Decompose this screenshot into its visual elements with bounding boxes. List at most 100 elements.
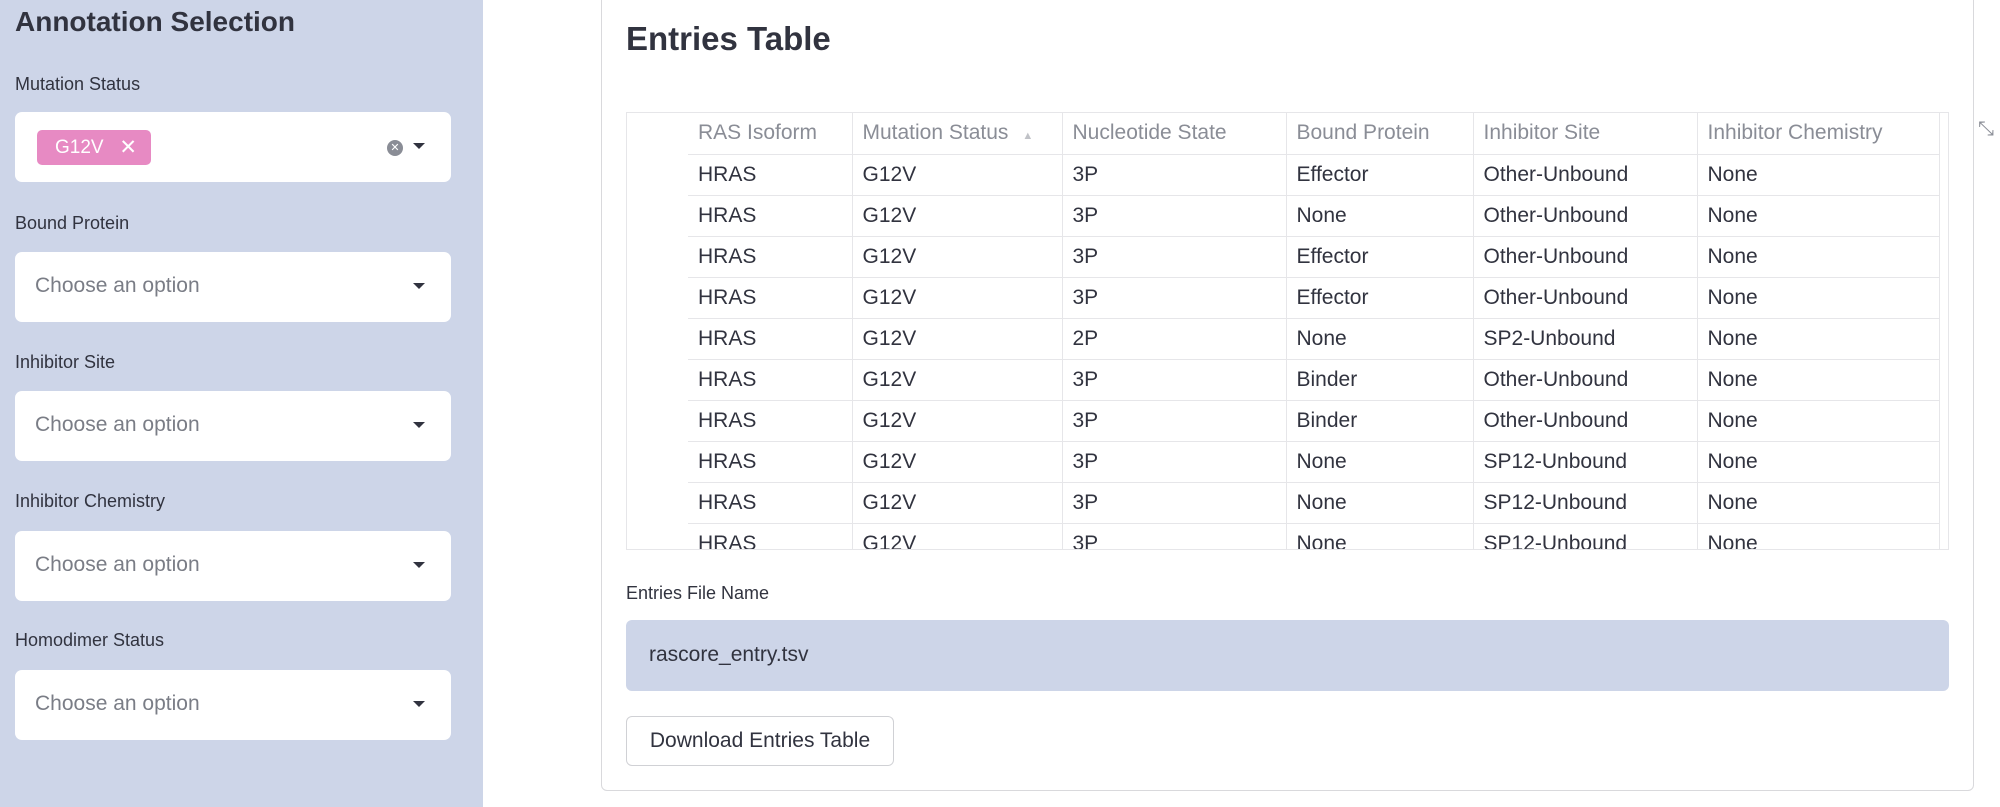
chevron-down-icon[interactable]	[413, 283, 425, 289]
column-header[interactable]: Inhibitor Chemistry	[1697, 113, 1940, 155]
table-cell[interactable]: G12V	[852, 154, 1063, 196]
sort-asc-icon: ▲	[1022, 130, 1034, 143]
table-cell[interactable]: HRAS	[688, 400, 853, 442]
inhibitor-chemistry-select[interactable]: Choose an option	[15, 531, 451, 601]
homodimer-status-select[interactable]: Choose an option	[15, 670, 451, 740]
column-header[interactable]: Nucleotide State	[1062, 113, 1287, 155]
chevron-down-icon[interactable]	[413, 701, 425, 707]
table-cell[interactable]: HRAS	[688, 236, 853, 278]
table-cell[interactable]: G12V	[852, 195, 1063, 237]
table-row[interactable]: HRAS G12V 3P None Other-Unbound None	[688, 195, 1940, 237]
table-cell[interactable]: Effector	[1286, 277, 1474, 319]
table-cell[interactable]: None	[1697, 400, 1940, 442]
table-cell[interactable]: Other-Unbound	[1473, 195, 1698, 237]
clear-all-icon[interactable]: ✕	[387, 140, 403, 156]
table-cell[interactable]: Other-Unbound	[1473, 277, 1698, 319]
table-row[interactable]: HRAS G12V 3P Binder Other-Unbound None	[688, 400, 1940, 442]
table-cell[interactable]: 3P	[1062, 441, 1287, 483]
column-header-label: Nucleotide State	[1072, 121, 1227, 145]
table-row[interactable]: HRAS G12V 3P Effector Other-Unbound None	[688, 236, 1940, 278]
table-cell[interactable]: 3P	[1062, 523, 1287, 549]
table-row[interactable]: HRAS G12V 2P None SP2-Unbound None	[688, 318, 1940, 360]
table-cell[interactable]: None	[1697, 318, 1940, 360]
table-cell[interactable]: None	[1697, 277, 1940, 319]
placeholder: Choose an option	[35, 553, 200, 576]
table-cell[interactable]: HRAS	[688, 277, 853, 319]
table-cell[interactable]: None	[1697, 195, 1940, 237]
table-cell[interactable]: SP12-Unbound	[1473, 482, 1698, 524]
table-row[interactable]: HRAS G12V 3P None SP12-Unbound None	[688, 441, 1940, 483]
table-cell[interactable]: HRAS	[688, 359, 853, 401]
column-header-label: Inhibitor Chemistry	[1707, 121, 1883, 145]
table-cell[interactable]: 3P	[1062, 400, 1287, 442]
table-cell[interactable]: G12V	[852, 277, 1063, 319]
bound-protein-select[interactable]: Choose an option	[15, 252, 451, 322]
table-cell[interactable]: 3P	[1062, 359, 1287, 401]
table-cell[interactable]: None	[1697, 523, 1940, 549]
inhibitor-site-select[interactable]: Choose an option	[15, 391, 451, 461]
table-row[interactable]: HRAS G12V 3P None SP12-Unbound None	[688, 523, 1940, 549]
placeholder: Choose an option	[35, 413, 200, 436]
table-cell[interactable]: Other-Unbound	[1473, 359, 1698, 401]
chevron-down-icon[interactable]	[413, 562, 425, 568]
data-grid: RAS Isoform Mutation Status ▲ Nucleotide St…	[688, 113, 1940, 549]
table-cell[interactable]: G12V	[852, 482, 1063, 524]
table-cell[interactable]: None	[1286, 441, 1474, 483]
table-cell[interactable]: G12V	[852, 400, 1063, 442]
table-cell[interactable]: Effector	[1286, 154, 1474, 196]
entries-table[interactable]: RAS Isoform Mutation Status ▲ Nucleotide St…	[626, 112, 1949, 550]
table-cell[interactable]: HRAS	[688, 154, 853, 196]
table-cell[interactable]: 3P	[1062, 277, 1287, 319]
table-cell[interactable]: HRAS	[688, 195, 853, 237]
table-cell[interactable]: None	[1697, 154, 1940, 196]
table-cell[interactable]: None	[1697, 236, 1940, 278]
file-name-input[interactable]: rascore_entry.tsv	[626, 620, 1949, 691]
table-cell[interactable]: 3P	[1062, 482, 1287, 524]
table-cell[interactable]: HRAS	[688, 441, 853, 483]
column-header[interactable]: Mutation Status ▲	[852, 113, 1063, 155]
chevron-down-icon[interactable]	[413, 143, 425, 149]
table-row[interactable]: HRAS G12V 3P Effector Other-Unbound None	[688, 154, 1940, 196]
table-cell[interactable]: None	[1286, 195, 1474, 237]
table-cell[interactable]: Effector	[1286, 236, 1474, 278]
table-row[interactable]: HRAS G12V 3P None SP12-Unbound None	[688, 482, 1940, 524]
table-cell[interactable]: Other-Unbound	[1473, 400, 1698, 442]
table-cell[interactable]: SP2-Unbound	[1473, 318, 1698, 360]
fullscreen-icon[interactable]: ⤡	[1978, 118, 1994, 140]
table-cell[interactable]: 2P	[1062, 318, 1287, 360]
table-cell[interactable]: HRAS	[688, 318, 853, 360]
table-cell[interactable]: None	[1697, 441, 1940, 483]
table-cell[interactable]: 3P	[1062, 154, 1287, 196]
header-row: RAS Isoform Mutation Status ▲ Nucleotide St…	[688, 113, 1940, 155]
mutation-status-select[interactable]: G12V ✕ ✕	[15, 112, 451, 182]
column-header[interactable]: RAS Isoform	[688, 113, 853, 155]
table-row[interactable]: HRAS G12V 3P Effector Other-Unbound None	[688, 277, 1940, 319]
table-cell[interactable]: G12V	[852, 236, 1063, 278]
table-cell[interactable]: SP12-Unbound	[1473, 523, 1698, 549]
table-cell[interactable]: HRAS	[688, 482, 853, 524]
table-cell[interactable]: SP12-Unbound	[1473, 441, 1698, 483]
table-cell[interactable]: Other-Unbound	[1473, 236, 1698, 278]
download-button[interactable]: Download Entries Table	[626, 716, 894, 766]
table-cell[interactable]: G12V	[852, 441, 1063, 483]
table-cell[interactable]: 3P	[1062, 195, 1287, 237]
table-cell[interactable]: G12V	[852, 318, 1063, 360]
table-cell[interactable]: 3P	[1062, 236, 1287, 278]
table-cell[interactable]: Binder	[1286, 400, 1474, 442]
table-cell[interactable]: G12V	[852, 523, 1063, 549]
table-cell[interactable]: Binder	[1286, 359, 1474, 401]
table-cell[interactable]: None	[1697, 482, 1940, 524]
table-cell[interactable]: G12V	[852, 359, 1063, 401]
table-cell[interactable]: None	[1286, 523, 1474, 549]
inhibitor-site-label: Inhibitor Site	[15, 352, 116, 372]
column-header[interactable]: Inhibitor Site	[1473, 113, 1698, 155]
column-header[interactable]: Bound Protein	[1286, 113, 1474, 155]
table-cell[interactable]: HRAS	[688, 523, 853, 549]
table-cell[interactable]: None	[1286, 318, 1474, 360]
table-row[interactable]: HRAS G12V 3P Binder Other-Unbound None	[688, 359, 1940, 401]
chevron-down-icon[interactable]	[413, 422, 425, 428]
table-cell[interactable]: None	[1286, 482, 1474, 524]
remove-chip-icon[interactable]: ✕	[119, 136, 137, 159]
table-cell[interactable]: Other-Unbound	[1473, 154, 1698, 196]
table-cell[interactable]: None	[1697, 359, 1940, 401]
